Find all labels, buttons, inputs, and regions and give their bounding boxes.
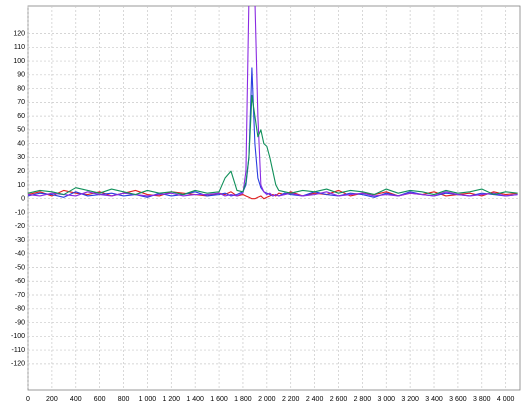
x-tick-label: 2 400 xyxy=(306,396,324,403)
tick-labels: -120-110-100-90-80-70-60-50-40-30-20-100… xyxy=(11,30,515,402)
x-tick-label: 3 000 xyxy=(377,396,395,403)
y-tick-label: -40 xyxy=(15,251,25,258)
y-tick-label: -60 xyxy=(15,278,25,285)
y-tick-label: 40 xyxy=(17,140,25,147)
x-tick-label: 4 000 xyxy=(497,396,515,403)
x-tick-label: 2 000 xyxy=(258,396,276,403)
y-tick-label: 30 xyxy=(17,154,25,161)
x-tick-label: 3 400 xyxy=(425,396,443,403)
x-tick-label: 1 000 xyxy=(139,396,157,403)
x-tick-label: 1 200 xyxy=(163,396,181,403)
y-tick-label: 10 xyxy=(17,182,25,189)
y-tick-label: -70 xyxy=(15,292,25,299)
x-tick-label: 600 xyxy=(94,396,106,403)
y-tick-label: 110 xyxy=(14,44,25,51)
x-tick-label: 200 xyxy=(46,396,58,403)
grid xyxy=(27,6,520,390)
y-tick-label: 80 xyxy=(17,85,25,92)
x-tick-label: 3 600 xyxy=(449,396,467,403)
y-tick-label: -100 xyxy=(11,333,25,340)
y-tick-label: -110 xyxy=(12,347,26,354)
y-tick-label: -120 xyxy=(11,361,25,368)
x-tick-label: 3 200 xyxy=(401,396,419,403)
plot-area xyxy=(27,5,521,391)
y-tick-label: -90 xyxy=(15,319,25,326)
x-tick-label: 2 600 xyxy=(330,396,348,403)
x-tick-label: 1 400 xyxy=(186,396,204,403)
y-tick-label: -10 xyxy=(15,209,25,216)
x-tick-label: 0 xyxy=(26,396,30,403)
y-tick-label: 60 xyxy=(17,113,25,120)
x-tick-label: 400 xyxy=(70,396,82,403)
y-tick-label: -80 xyxy=(15,306,25,313)
x-tick-label: 1 600 xyxy=(210,396,228,403)
y-tick-label: 70 xyxy=(17,99,25,106)
y-tick-label: 20 xyxy=(17,168,25,175)
x-tick-label: 2 200 xyxy=(282,396,300,403)
series-line xyxy=(28,94,518,196)
x-tick-label: 3 800 xyxy=(473,396,491,403)
y-tick-label: 50 xyxy=(17,127,25,134)
x-tick-label: 800 xyxy=(118,396,130,403)
y-tick-label: 0 xyxy=(21,196,25,203)
y-tick-label: -20 xyxy=(15,223,25,230)
y-tick-label: -30 xyxy=(15,237,25,244)
x-tick-label: 1 800 xyxy=(234,396,252,403)
series-lines xyxy=(28,6,518,200)
y-tick-label: 120 xyxy=(13,30,25,37)
y-tick-label: -50 xyxy=(15,264,25,271)
y-tick-label: 100 xyxy=(13,58,25,65)
y-tick-label: 90 xyxy=(17,72,25,79)
x-tick-label: 2 800 xyxy=(354,396,372,403)
